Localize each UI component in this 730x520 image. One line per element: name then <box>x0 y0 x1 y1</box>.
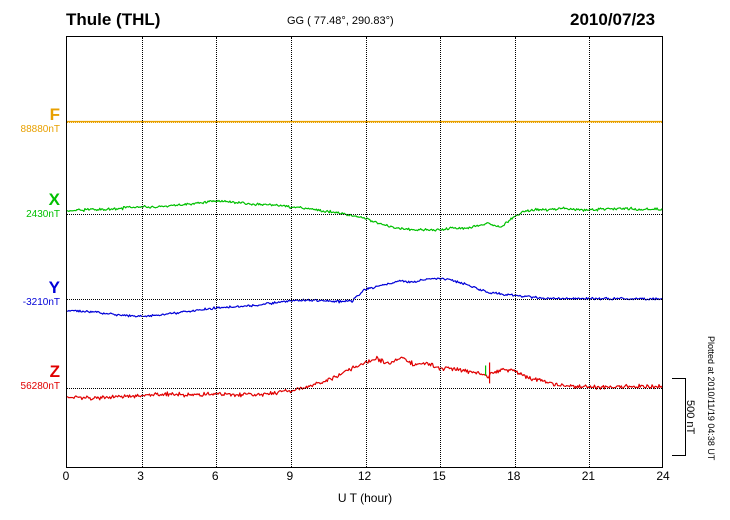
baseline-X <box>67 214 662 215</box>
page-title: Thule (THL) <box>66 10 161 29</box>
trace-X <box>66 199 663 232</box>
x-tick-label: 0 <box>62 469 70 483</box>
x-tick-label: 15 <box>432 469 446 483</box>
component-label-F: F 88880nT <box>2 105 60 136</box>
component-name-Z: Z <box>49 362 60 381</box>
x-tick-label: 18 <box>507 469 521 483</box>
component-name-F: F <box>49 105 60 124</box>
magnetogram-traces <box>66 120 663 401</box>
x-tick-label: 24 <box>656 469 670 483</box>
gridline-vertical <box>141 37 143 467</box>
scale-bar-tick-top <box>672 378 686 379</box>
observation-date: 2010/07/23 <box>570 10 656 29</box>
x-tick-label: 3 <box>137 469 144 483</box>
component-label-Z: Z 56280nT <box>2 362 60 393</box>
component-baseline-X: 2430nT <box>26 209 60 220</box>
baseline-Z <box>67 388 662 389</box>
plot-area <box>66 36 663 468</box>
gridline-vertical <box>589 37 591 467</box>
x-tick-label: 9 <box>286 469 294 483</box>
gridline-vertical <box>290 37 292 467</box>
component-label-Y: Y -3210nT <box>2 278 60 309</box>
gridline-vertical <box>216 37 218 467</box>
trace-Y <box>66 277 663 318</box>
component-label-X: X 2430nT <box>2 190 60 221</box>
x-axis-label: U T (hour) <box>337 491 393 505</box>
x-tick-label: 12 <box>357 469 372 483</box>
component-baseline-Z: 56280nT <box>20 381 60 392</box>
baseline-F <box>67 122 662 123</box>
x-tick-label: 6 <box>211 469 219 483</box>
component-name-Y: Y <box>48 278 60 297</box>
scale-bar-label: 500 nT <box>684 400 696 435</box>
scale-bar-line <box>685 378 686 456</box>
geographic-coordinates: GG ( 77.48°, 290.83°) <box>287 15 394 27</box>
component-baseline-Y: -3210nT <box>22 297 60 308</box>
trace-Z <box>66 355 663 401</box>
gridline-vertical <box>440 37 442 467</box>
plotted-timestamp: Plotted at 2010/11/19 04:38 UT <box>706 336 716 461</box>
scale-bar <box>672 378 686 456</box>
component-name-X: X <box>48 190 60 209</box>
scale-bar-tick-bottom <box>672 455 686 456</box>
baseline-Y <box>67 299 662 300</box>
gridline-vertical <box>365 37 367 467</box>
gridline-vertical <box>514 37 516 467</box>
component-baseline-F: 88880nT <box>20 124 60 135</box>
x-tick-label: 21 <box>581 469 596 483</box>
